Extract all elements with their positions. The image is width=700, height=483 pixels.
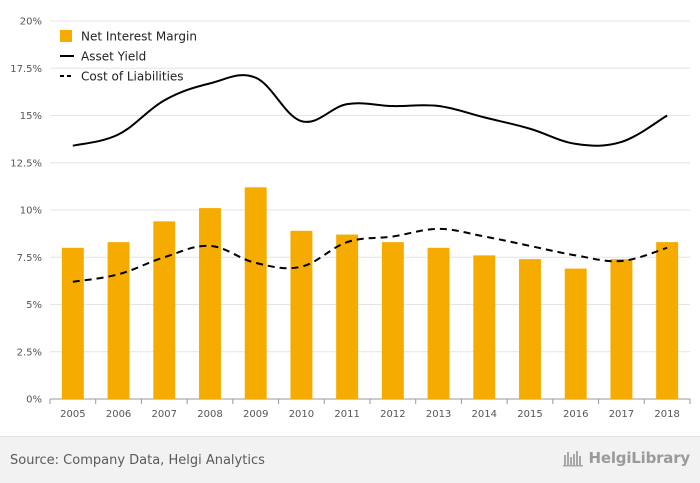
x-tick-label: 2005 [60,409,85,420]
x-tick-label: 2007 [152,409,177,420]
y-tick-label: 0% [26,395,42,406]
y-tick-label: 12.5% [10,158,42,169]
bar-net-interest-margin [564,268,587,399]
x-tick-label: 2011 [334,409,359,420]
bar-net-interest-margin [427,247,450,399]
brand-logo[interactable]: HelgiLibrary [562,449,691,467]
bar-net-interest-margin [381,242,404,399]
line-cost-of-liabilities [72,227,668,283]
bar-net-interest-margin [244,187,267,399]
x-tick-label: 2017 [609,409,634,420]
bar-net-interest-margin [473,255,496,399]
bar-net-interest-margin [656,242,679,399]
bar-net-interest-margin [107,242,130,399]
helgi-library-logo-icon [562,451,583,467]
y-tick-label: 15% [20,111,42,122]
legend-label-asset-yield: Asset Yield [81,50,146,64]
x-tick-label: 2013 [426,409,451,420]
bar-net-interest-margin [519,259,541,399]
bar-net-interest-margin [610,259,633,399]
bar-net-interest-margin [153,221,176,399]
x-tick-label: 2014 [472,409,497,420]
legend-swatch-net-interest-margin [60,30,72,42]
x-tick-label: 2009 [243,409,268,420]
bar-net-interest-margin [199,208,221,399]
y-tick-label: 10% [20,206,42,217]
x-tick-label: 2016 [563,409,588,420]
brand-name: HelgiLibrary [588,449,691,467]
y-tick-label: 20% [20,17,42,28]
legend-label-cost-of-liabilities: Cost of Liabilities [81,70,184,84]
x-tick-label: 2012 [380,409,405,420]
y-tick-label: 17.5% [10,64,42,75]
x-tick-label: 2006 [106,409,131,420]
chart-area: 0% 2.5% 5% 7.5% 10% 12.5% 15% 17.5% 20% 2005 2006 2… [10,17,691,420]
bar-net-interest-margin [61,247,84,399]
y-tick-label: 2.5% [17,347,42,358]
bar-net-interest-margin [290,230,313,399]
y-tick-label: 5% [26,300,42,311]
x-tick-label: 2010 [289,409,314,420]
legend-label-net-interest-margin: Net Interest Margin [81,30,197,44]
line-asset-yield [72,74,668,147]
source-note: Source: Company Data, Helgi Analytics [10,453,265,468]
x-tick-label: 2008 [197,409,222,420]
x-tick-label: 2015 [517,409,542,420]
x-tick-label: 2018 [654,409,679,420]
bar-net-interest-margin [336,234,359,399]
y-tick-label: 7.5% [17,253,42,264]
footer: Source: Company Data, Helgi Analytics He… [0,436,700,483]
